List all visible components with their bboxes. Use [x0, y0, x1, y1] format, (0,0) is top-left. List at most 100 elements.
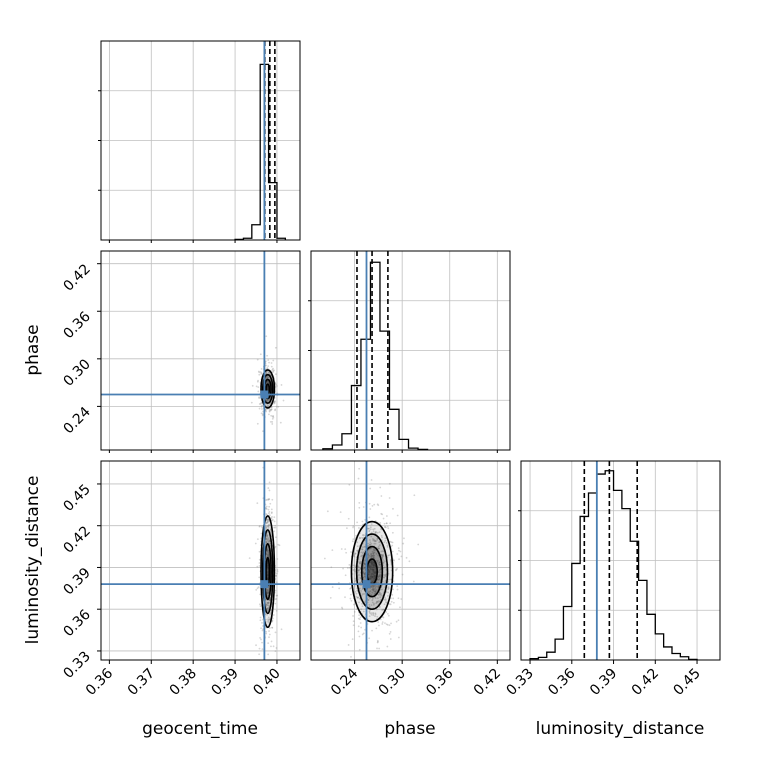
sample-point [265, 603, 268, 606]
sample-point [265, 553, 268, 556]
sample-point [387, 588, 390, 591]
sample-point [384, 581, 387, 584]
sample-point [268, 538, 271, 541]
sample-point [374, 673, 376, 675]
sample-point [275, 383, 277, 386]
sample-point [267, 551, 270, 554]
sample-point [268, 505, 271, 508]
sample-point [344, 548, 347, 551]
sample-point [267, 607, 269, 610]
sample-point [359, 622, 362, 624]
sample-point [257, 390, 260, 393]
sample-point [373, 551, 376, 554]
sample-point [378, 593, 381, 596]
sample-point [373, 542, 376, 545]
sample-point [256, 502, 259, 505]
sample-point [268, 523, 270, 526]
y-tick-label-phase: 0.24 [60, 404, 93, 437]
sample-point [372, 573, 375, 576]
sample-point [275, 594, 278, 597]
sample-point [372, 589, 375, 591]
sample-point [368, 529, 371, 532]
sample-point [358, 536, 361, 539]
y-tick-label-phase: 0.30 [60, 356, 93, 389]
sample-point [388, 554, 391, 557]
sample-point [378, 574, 380, 577]
sample-point [266, 538, 269, 541]
sample-point [256, 538, 259, 541]
sample-point [267, 399, 270, 402]
sample-point [389, 603, 392, 606]
x-tick-label-luminosity_distance: 0.33 [504, 666, 537, 699]
sample-point [258, 371, 261, 374]
sample-point [346, 567, 349, 569]
sample-point [384, 537, 387, 540]
sample-point [373, 563, 376, 566]
sample-point [388, 482, 391, 485]
sample-point [373, 562, 375, 565]
sample-point [268, 541, 270, 543]
sample-point [384, 622, 386, 625]
sample-point [267, 376, 269, 379]
sample-point [380, 512, 383, 515]
sample-point [375, 601, 378, 604]
sample-point [372, 568, 375, 571]
sample-point [268, 498, 271, 501]
sample-point [379, 594, 382, 596]
sample-point [357, 617, 360, 620]
sample-point [371, 585, 374, 587]
sample-point [272, 415, 275, 417]
sample-point [259, 636, 261, 639]
sample-point [266, 620, 269, 622]
histogram-bar [563, 606, 571, 660]
sample-point [362, 610, 365, 613]
sample-point [381, 554, 384, 557]
sample-point [266, 388, 269, 391]
sample-point [267, 592, 269, 595]
sample-point [378, 561, 381, 564]
sample-point [266, 354, 269, 357]
sample-point [270, 408, 273, 411]
sample-point [267, 591, 270, 594]
sample-point [371, 601, 374, 604]
sample-point [376, 537, 379, 540]
sample-point [385, 526, 387, 529]
sample-point [369, 539, 371, 541]
sample-point [267, 487, 270, 489]
sample-point [265, 522, 268, 525]
sample-point [265, 522, 268, 524]
sample-point [370, 612, 373, 615]
sample-point [258, 525, 261, 528]
histogram-bar [572, 563, 580, 660]
sample-point [372, 528, 375, 531]
sample-point [363, 572, 366, 575]
sample-point [266, 399, 268, 402]
x-tick-label-luminosity_distance: 0.42 [629, 666, 662, 699]
sample-point [265, 518, 268, 521]
sample-point [369, 576, 372, 578]
sample-point [266, 535, 269, 537]
sample-point [267, 591, 270, 594]
sample-point [355, 592, 358, 595]
sample-point [384, 599, 387, 602]
sample-point [364, 534, 367, 537]
sample-point [268, 552, 270, 555]
sample-point [265, 508, 268, 510]
sample-point [370, 561, 373, 564]
sample-point [272, 614, 275, 616]
sample-point [372, 556, 375, 559]
sample-point [275, 574, 277, 577]
sample-point [362, 576, 365, 579]
sample-point [389, 558, 392, 561]
sample-point [386, 525, 389, 528]
sample-point [268, 398, 271, 401]
sample-point [362, 562, 365, 565]
sample-point [362, 632, 365, 635]
sample-point [367, 571, 370, 574]
sample-point [354, 566, 357, 568]
sample-point [361, 588, 364, 591]
sample-point [272, 359, 275, 362]
sample-point [266, 573, 269, 575]
sample-point [371, 588, 374, 591]
sample-point [270, 414, 273, 417]
